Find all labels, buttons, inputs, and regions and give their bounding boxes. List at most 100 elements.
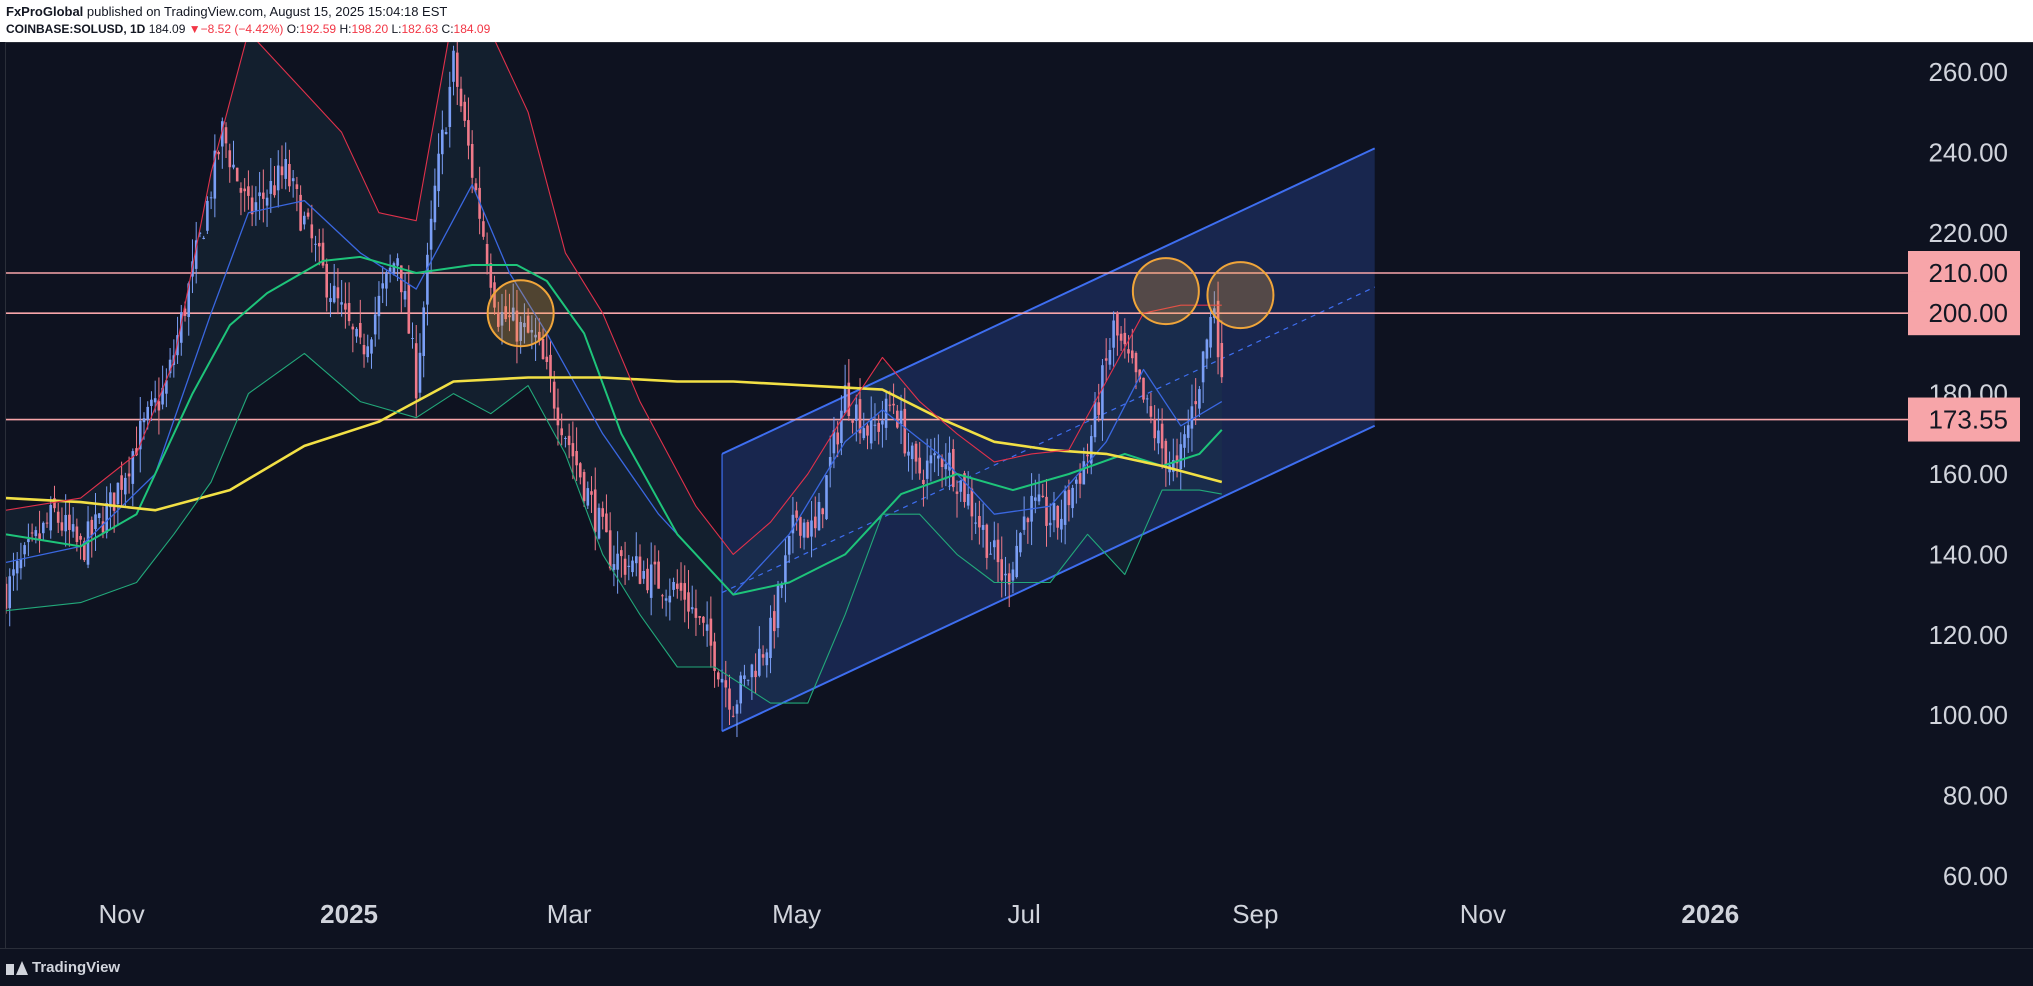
candle-body [500,312,504,326]
candle-body [34,530,38,537]
price-chart[interactable]: 260.00240.00220.00200.00180.00160.00140.… [0,42,2033,948]
candle-body [1213,308,1216,318]
candle-body [832,430,836,454]
last-price: 184.09 [148,22,186,36]
candle-body [45,522,49,524]
candle-body [564,438,567,439]
candle-body [560,428,563,436]
candle-body [1172,460,1175,472]
candle-body [183,308,187,316]
x-tick-label: Mar [547,899,592,929]
candle-body [306,212,310,217]
candle-body [698,616,701,618]
candle-body [985,524,989,558]
candle-body [896,410,899,428]
candle-body [1190,406,1194,429]
tradingview-logo-icon [6,960,28,975]
candle-body [165,380,168,394]
candle-body [1186,425,1190,438]
candle-body [1216,300,1220,358]
candle-body [944,464,948,470]
ema-slow-line [6,255,1223,596]
candle-body [687,592,690,612]
candle-body [653,561,657,565]
candle-body [232,164,235,168]
candle-body [1045,496,1048,526]
candle-body [12,569,15,576]
y-tick-label: 220.00 [1928,218,2008,248]
candle-body [139,420,142,450]
candle-body [1104,358,1108,361]
candle-body [75,526,79,542]
published-text: published on TradingView.com, August 15,… [86,4,448,19]
candle-body [668,595,672,603]
candle-body [851,420,854,423]
candle-body [303,215,306,225]
candle-body [1011,569,1015,581]
highlight-circle [1131,257,1200,326]
candle-body [150,399,153,406]
candle-body [373,314,377,335]
candle-body [485,244,489,266]
candle-body [470,144,474,178]
candle-body [899,410,903,424]
footer-bar: TradingView [0,948,2033,986]
candle-body [672,582,675,590]
candle-body [247,186,250,196]
candle-body [642,571,645,579]
candle-body [23,545,26,555]
candle-body [1004,573,1007,576]
candle-body [392,263,396,274]
candle-body [1164,440,1168,468]
symbol-label[interactable]: COINBASE:SOLUSD, 1D [6,22,146,36]
price-change: −8.52 (−4.42%) [200,22,284,36]
candle-body [1127,349,1130,354]
candle-body [728,688,731,710]
candle-body [284,159,287,179]
candle-body [411,338,414,339]
candle-body [746,679,750,681]
candle-body [657,561,660,589]
candle-body [526,315,530,333]
candle-body [623,558,627,575]
candle-body [124,477,127,495]
candle-body [53,498,56,509]
header-bar: FxProGlobal published on TradingView.com… [0,0,2033,42]
candle-body [810,520,813,537]
highlight-circle [1206,261,1275,330]
candle-body [459,88,463,107]
author-name[interactable]: FxProGlobal [6,4,84,19]
candle-body [1209,317,1212,348]
candle-body [489,263,493,288]
candle-body [847,382,851,416]
high-value: 198.20 [351,22,389,36]
candle-body [30,532,34,534]
candle-body [49,505,52,531]
candle-body [836,432,839,445]
publish-info: FxProGlobal published on TradingView.com… [6,4,447,19]
candle-body [952,449,955,488]
candle-body [1153,419,1156,439]
candle-body [795,510,798,518]
candle-body [1149,406,1153,417]
candle-body [579,463,582,478]
level-price-tag [1908,291,2020,336]
candle-body [250,197,254,215]
candle-body [94,514,97,530]
candle-body [877,422,880,432]
candle-body [571,443,575,457]
candle-body [224,127,228,144]
candle-body [344,303,347,310]
candle-body [42,522,45,534]
candle-body [511,307,515,321]
candle-body [620,550,623,557]
candle-body [340,302,343,305]
candle-body [769,617,772,658]
candle-body [1078,473,1082,484]
ohlc-legend: COINBASE:SOLUSD, 1D 184.09 ▼−8.52 (−4.42… [6,22,490,36]
tradingview-logo[interactable]: TradingView [6,959,120,976]
candle-body [131,451,135,484]
candle-body [840,410,843,443]
candle-body [27,539,30,543]
candle-body [239,187,243,193]
